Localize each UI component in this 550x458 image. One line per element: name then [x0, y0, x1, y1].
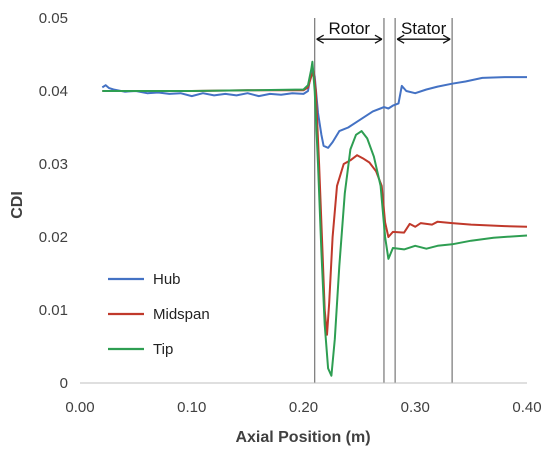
- stator-label: Stator: [401, 19, 447, 38]
- x-tick-label: 0.40: [512, 399, 541, 416]
- rotor-label: Rotor: [329, 19, 371, 38]
- x-tick-label: 0.20: [289, 399, 318, 416]
- legend: Hub Midspan Tip: [108, 271, 210, 358]
- legend-label-hub: Hub: [153, 271, 181, 288]
- y-tick-labels: 0 0.01 0.02 0.03 0.04 0.05: [39, 10, 68, 392]
- region-annotations: Rotor Stator: [316, 19, 451, 44]
- rotor-arrowhead-right: [374, 34, 383, 44]
- series-line-tip: [102, 60, 528, 377]
- y-axis-title: CDI: [9, 191, 26, 219]
- stator-arrowhead-left: [396, 34, 405, 44]
- x-axis-title: Axial Position (m): [235, 429, 370, 446]
- rotor-arrowhead-left: [316, 34, 324, 44]
- y-tick-label: 0.04: [39, 83, 68, 100]
- y-tick-label: 0.02: [39, 229, 68, 246]
- y-tick-label: 0: [60, 375, 68, 392]
- x-tick-labels: 0.00 0.10 0.20 0.30 0.40: [65, 399, 541, 416]
- legend-label-midspan: Midspan: [153, 306, 210, 323]
- x-tick-label: 0.30: [401, 399, 430, 416]
- stator-arrowhead-right: [442, 34, 451, 44]
- y-tick-label: 0.05: [39, 10, 68, 27]
- legend-label-tip: Tip: [153, 341, 173, 358]
- y-tick-label: 0.01: [39, 302, 68, 319]
- x-tick-label: 0.10: [177, 399, 206, 416]
- series-lines: [101, 60, 528, 377]
- x-tick-label: 0.00: [65, 399, 94, 416]
- region-boundary-lines: [314, 18, 453, 383]
- series-line-midspan: [102, 70, 528, 336]
- y-tick-label: 0.03: [39, 156, 68, 173]
